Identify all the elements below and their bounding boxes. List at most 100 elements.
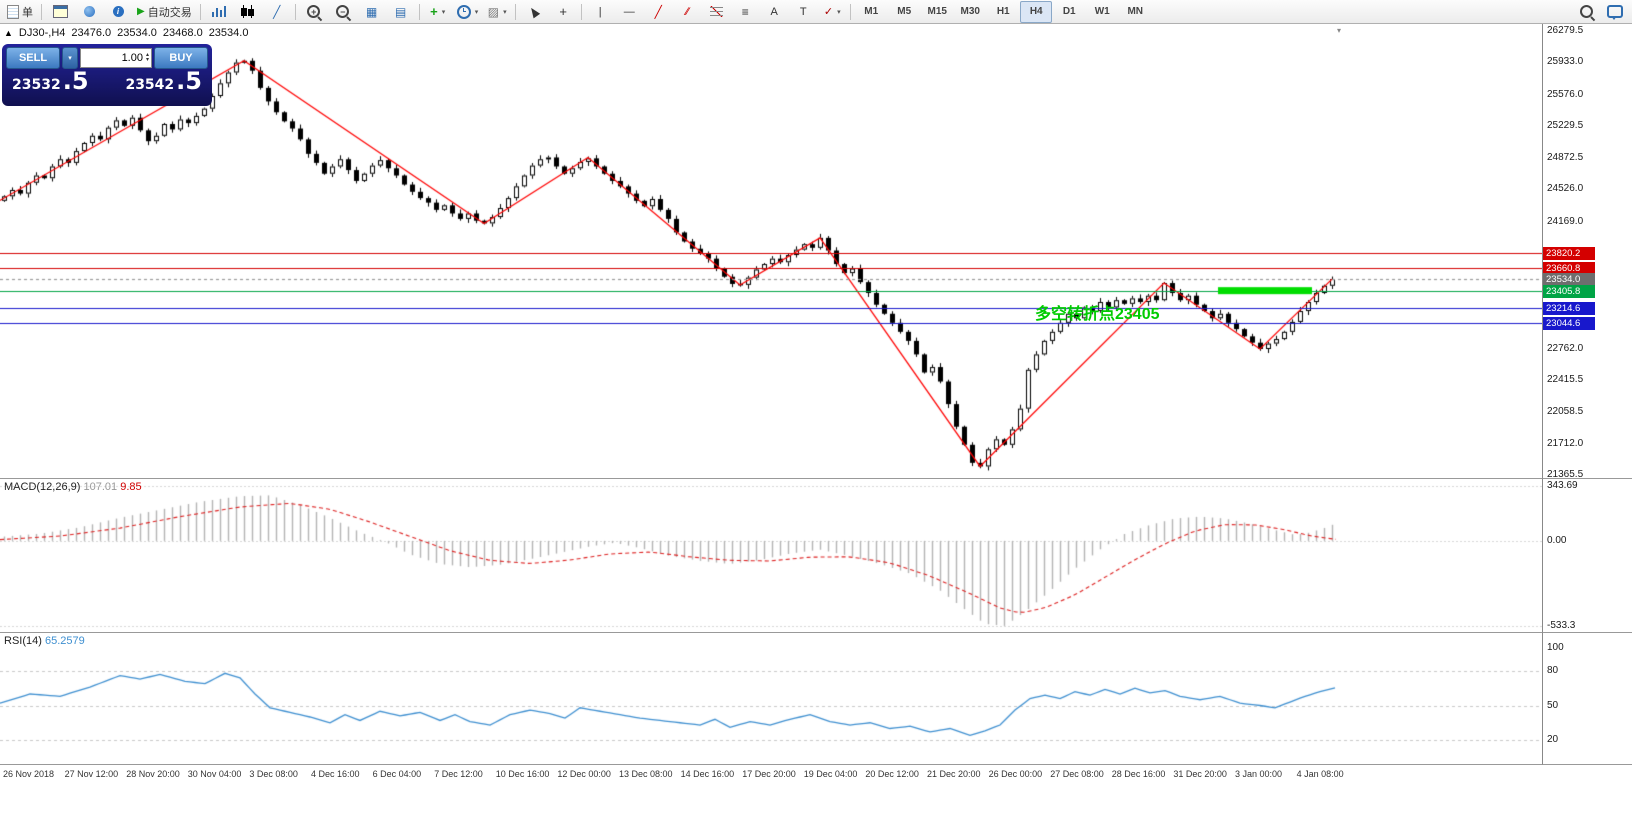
price-level-tag: 23214.6	[1543, 301, 1595, 315]
price-axis-label: 22762.0	[1547, 342, 1584, 354]
text-label-button[interactable]: T	[789, 1, 817, 23]
profiles-button[interactable]	[75, 1, 103, 23]
time-axis-label: 30 Nov 04:00	[187, 769, 242, 779]
main-toolbar: 单i▶自动交易╱+−▦▤+▾▾▨▾+|—╱∕∕≡AT✓▾M1M5M15M30H1…	[0, 0, 1632, 24]
timeframe-h4-button[interactable]: H4	[1020, 0, 1053, 23]
indicators-button[interactable]: + ▾	[424, 1, 452, 23]
toolbar-separator	[515, 3, 517, 20]
dropdown-icon[interactable]: ▾	[474, 8, 479, 16]
time-axis-label: 7 Dec 12:00	[434, 769, 483, 779]
fibonacci-button[interactable]	[702, 1, 730, 23]
time-axis-label: 26 Dec 00:00	[988, 769, 1043, 779]
dropdown-icon[interactable]: ▾	[837, 8, 841, 16]
trade-panel-toggle-icon[interactable]: ▲	[4, 28, 13, 38]
template-icon: ▨	[487, 4, 500, 19]
cursor-button[interactable]	[520, 1, 548, 23]
bar-chart-button[interactable]	[205, 1, 233, 23]
time-axis-label: 20 Dec 12:00	[865, 769, 919, 779]
timeframe-w1-button-label: W1	[1094, 6, 1110, 17]
tile-windows-button[interactable]: ▦	[358, 1, 386, 23]
ohlc-low: 23468.0	[162, 27, 203, 39]
autotrading-button[interactable]: ▶ 自动交易	[133, 1, 196, 23]
timeframe-w1-button[interactable]: W1	[1086, 1, 1118, 23]
equidistant-channel-button[interactable]: ≡	[731, 1, 759, 23]
text-button[interactable]: A	[760, 1, 788, 23]
clock-icon	[456, 4, 471, 19]
price-level-tag: 23044.6	[1543, 317, 1595, 331]
toolbar-separator	[41, 3, 42, 20]
volume-input[interactable]: 1.00 ▴ ▾	[80, 48, 152, 68]
vertical-line-button[interactable]: |	[586, 1, 614, 23]
crosshair-button[interactable]: +	[549, 1, 577, 23]
zoom-in-button[interactable]: +	[300, 1, 328, 23]
cascade-windows-button[interactable]: ▤	[387, 1, 415, 23]
zoom-out-button[interactable]: −	[329, 1, 357, 23]
rsi-canvas[interactable]	[0, 633, 1542, 764]
sell-price: 23532.5	[12, 67, 89, 95]
chat-icon	[1607, 5, 1623, 20]
timeframe-mn-button[interactable]: MN	[1119, 1, 1151, 23]
time-axis-label: 17 Dec 20:00	[742, 769, 796, 779]
trendline-icon: ╱	[654, 4, 662, 19]
templates-button[interactable]: ▨ ▾	[483, 1, 511, 23]
rsi-axis-label: 80	[1547, 665, 1559, 676]
trendline-button[interactable]: ╱	[644, 1, 672, 23]
new-order-button[interactable]: 单	[3, 1, 37, 23]
candlestick-chart-button[interactable]	[234, 1, 262, 23]
timeframe-d1-button[interactable]: D1	[1053, 1, 1085, 23]
chart-window-icon	[52, 5, 68, 18]
chat-button[interactable]	[1601, 1, 1629, 23]
time-axis-label: 26 Nov 2018	[3, 769, 55, 779]
price-chart-canvas[interactable]	[0, 24, 1542, 478]
data-window-button[interactable]: i	[104, 1, 132, 23]
ohlc-close: 23534.0	[208, 27, 249, 39]
toolbar-separator	[581, 3, 583, 20]
spinner-down-icon[interactable]: ▾	[145, 57, 149, 63]
timeframe-h1-button[interactable]: H1	[987, 1, 1019, 23]
timeframe-m15-button[interactable]: M15	[921, 1, 953, 23]
timeframe-m30-button[interactable]: M30	[954, 1, 986, 23]
sell-button[interactable]: SELL	[6, 47, 60, 69]
time-axis-label: 21 Dec 20:00	[927, 769, 981, 779]
volume-spinner[interactable]: ▴ ▾	[145, 52, 149, 63]
new-chart-button[interactable]	[46, 1, 74, 23]
timeframe-d1-button-label: D1	[1062, 6, 1076, 17]
time-axis-label: 4 Dec 16:00	[311, 769, 360, 779]
dropdown-icon[interactable]: ▾	[441, 8, 446, 16]
macd-axis-label: -533.3	[1547, 620, 1576, 631]
price-axis-label: 21712.0	[1547, 437, 1584, 449]
rsi-value: 65.2579	[44, 635, 85, 647]
timeframe-m5-button[interactable]: M5	[888, 1, 920, 23]
macd-label: MACD(12,26,9) 107.01 9.85	[4, 481, 142, 493]
time-axis-label: 19 Dec 04:00	[803, 769, 858, 779]
ohlc-high: 23534.0	[117, 27, 157, 39]
timeframe-mn-button-label: MN	[1127, 6, 1143, 17]
price-axis-label: 24526.0	[1547, 183, 1584, 195]
new-order-button-label: 单	[22, 6, 33, 19]
dropdown-icon: ▾	[68, 55, 72, 62]
chart-shift-marker[interactable]: ▾	[1337, 26, 1342, 35]
arrow-mark-icon: ✓	[823, 6, 834, 18]
price-level-tag: 23534.0	[1543, 273, 1595, 287]
line-chart-button[interactable]: ╱	[263, 1, 291, 23]
dropdown-icon[interactable]: ▾	[503, 8, 507, 16]
time-axis[interactable]: 26 Nov 2018 27 Nov 12:00 28 Nov 20:00 30 No…	[0, 765, 1632, 814]
timeframe-m1-button[interactable]: M1	[855, 1, 887, 23]
macd-canvas[interactable]	[0, 479, 1542, 632]
rsi-panel: RSI(14) 65.2579	[0, 633, 1542, 765]
time-axis-label: 28 Nov 20:00	[126, 769, 180, 779]
text-label-button-label: T	[799, 5, 807, 18]
spinner-up-icon[interactable]: ▴	[145, 52, 149, 58]
tile-icon: ▦	[366, 4, 378, 19]
horizontal-line-button[interactable]: —	[615, 1, 643, 23]
price-axis-label: 26279.5	[1547, 25, 1584, 36]
timeframe-m5-button-label: M5	[897, 6, 912, 17]
buy-button[interactable]: BUY	[154, 47, 208, 69]
price-axis-label: 25229.5	[1547, 119, 1584, 131]
periods-button[interactable]: ▾	[453, 1, 483, 23]
arrows-button[interactable]: ✓ ▾	[818, 1, 846, 23]
order-options-dropdown[interactable]: ▾	[62, 47, 78, 69]
channel-button[interactable]: ∕∕	[673, 1, 701, 23]
turning-point-annotation[interactable]: 多空转折点23405	[1035, 306, 1160, 323]
search-button[interactable]	[1572, 1, 1600, 23]
